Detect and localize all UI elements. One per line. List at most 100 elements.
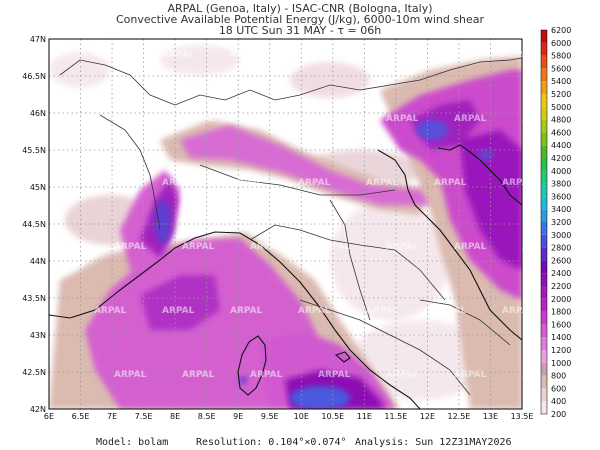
colorbar-swatch: [541, 145, 547, 158]
watermark-text: ARPAL: [298, 50, 331, 60]
watermark-text: ARPAL: [162, 178, 195, 188]
lon-label: 7E: [107, 412, 117, 421]
lon-label: 9E: [233, 412, 243, 421]
colorbar-level-label: 5000: [551, 103, 571, 112]
lon-label: 7.5E: [135, 412, 153, 421]
watermark-text: ARPAL: [366, 178, 399, 188]
watermark-text: ARPAL: [230, 306, 263, 316]
colorbar-swatch: [541, 94, 547, 107]
lat-label: 43N: [30, 331, 46, 340]
colorbar-swatch: [541, 350, 547, 363]
watermark-text: ARPAL: [366, 50, 399, 60]
colorbar-swatch: [541, 222, 547, 235]
lon-label: 12.5E: [447, 412, 470, 421]
colorbar-swatch: [541, 375, 547, 389]
watermark-text: ARPAL: [454, 370, 487, 380]
watermark-text: ARPAL: [502, 306, 535, 316]
colorbar-swatch: [541, 30, 547, 43]
lon-label: 13E: [483, 412, 498, 421]
colorbar-swatch: [541, 298, 547, 312]
watermark-text: ARPAL: [434, 178, 467, 188]
colorbar-level-label: 3000: [551, 231, 571, 240]
lat-label: 44.5N: [22, 220, 46, 229]
colorbar-level-label: 3400: [551, 205, 571, 214]
colorbar-level-label: 5800: [551, 52, 571, 61]
map-frame: [48, 38, 523, 410]
watermark-text: ARPAL: [434, 306, 467, 316]
colorbar: 200 400 600 800 1000 1200 1400 1600 1800 2000 2200…: [540, 26, 571, 419]
colorbar-level-label: 4400: [551, 141, 571, 150]
colorbar-swatch: [541, 401, 547, 414]
colorbar-level-label: 1000: [551, 359, 571, 368]
colorbar-level-label: 6000: [551, 39, 571, 48]
watermark-text: ARPAL: [522, 370, 555, 380]
map-title-line-1: ARPAL (Genoa, Italy) - ISAC-CNR (Bologna…: [167, 2, 433, 15]
colorbar-level-label: 4600: [551, 128, 571, 137]
lat-label: 44N: [30, 257, 46, 266]
watermark-text: ARPAL: [250, 242, 283, 252]
watermark-text: ARPAL: [318, 370, 351, 380]
lat-label: 46N: [30, 109, 46, 118]
colorbar-level-label: 3600: [551, 192, 571, 201]
lat-label: 45.5N: [22, 146, 46, 155]
colorbar-swatch: [541, 196, 547, 210]
lon-label: 10.5E: [321, 412, 344, 421]
colorbar-swatch: [541, 311, 547, 325]
colorbar-level-label: 2800: [551, 244, 571, 253]
watermark-text: ARPAL: [386, 114, 419, 124]
watermark-text: ARPAL: [366, 306, 399, 316]
lat-label: 46.5N: [22, 72, 46, 81]
watermark-text: ARPAL: [250, 370, 283, 380]
colorbar-swatch: [541, 324, 547, 338]
watermark-text: ARPAL: [454, 114, 487, 124]
watermark-text: ARPAL: [502, 50, 535, 60]
colorbar-swatch: [541, 273, 547, 286]
colorbar-swatch: [541, 260, 547, 274]
lon-label: 8.5E: [198, 412, 216, 421]
colorbar-swatch: [541, 286, 547, 299]
colorbar-level-label: 2600: [551, 256, 571, 265]
colorbar-level-label: 3800: [551, 180, 571, 189]
coastlines: [49, 144, 522, 409]
colorbar-swatch: [541, 68, 547, 82]
watermark-text: ARPAL: [318, 114, 351, 124]
colorbar-swatch: [541, 234, 547, 248]
lon-label: 11E: [357, 412, 372, 421]
colorbar-level-label: 5200: [551, 90, 571, 99]
colorbar-swatch: [541, 247, 547, 261]
watermark-text: ARPAL: [434, 50, 467, 60]
watermark-text: ARPAL: [94, 306, 127, 316]
watermark-layer: ARPAL ARPAL ARPAL ARPAL ARPAL ARPAL ARPAL ARPAL…: [94, 50, 555, 380]
colorbar-swatch: [541, 132, 547, 146]
lon-label: 10E: [294, 412, 309, 421]
watermark-text: ARPAL: [114, 114, 147, 124]
colorbar-level-label: 1800: [551, 308, 571, 317]
watermark-text: ARPAL: [454, 242, 487, 252]
cape-field: [49, 39, 522, 409]
footer-model: Model: bolam: [96, 437, 169, 448]
watermark-text: ARPAL: [298, 178, 331, 188]
lon-label: 6E: [44, 412, 54, 421]
watermark-text: ARPAL: [502, 178, 535, 188]
colorbar-level-label: 2000: [551, 295, 571, 304]
watermark-text: ARPAL: [298, 306, 331, 316]
colorbar-swatch: [541, 81, 547, 94]
colorbar-swatch: [541, 106, 547, 120]
colorbar-level-label: 600: [551, 384, 566, 393]
lon-label: 8E: [170, 412, 180, 421]
colorbar-swatch: [541, 337, 547, 350]
watermark-text: ARPAL: [230, 178, 263, 188]
colorbar-level-label: 800: [551, 372, 566, 381]
lon-label: 9.5E: [261, 412, 279, 421]
watermark-text: ARPAL: [182, 242, 215, 252]
colorbar-level-label: 4000: [551, 167, 571, 176]
footer-analysis: Analysis: Sun 12Z31MAY2026: [355, 437, 512, 448]
colorbar-level-label: 3200: [551, 218, 571, 227]
colorbar-level-label: 1600: [551, 320, 571, 329]
colorbar-swatch: [541, 362, 547, 376]
colorbar-swatch: [541, 55, 547, 69]
lon-label: 13.5E: [511, 412, 534, 421]
lat-label: 45N: [30, 183, 46, 192]
colorbar-swatch: [541, 119, 547, 133]
